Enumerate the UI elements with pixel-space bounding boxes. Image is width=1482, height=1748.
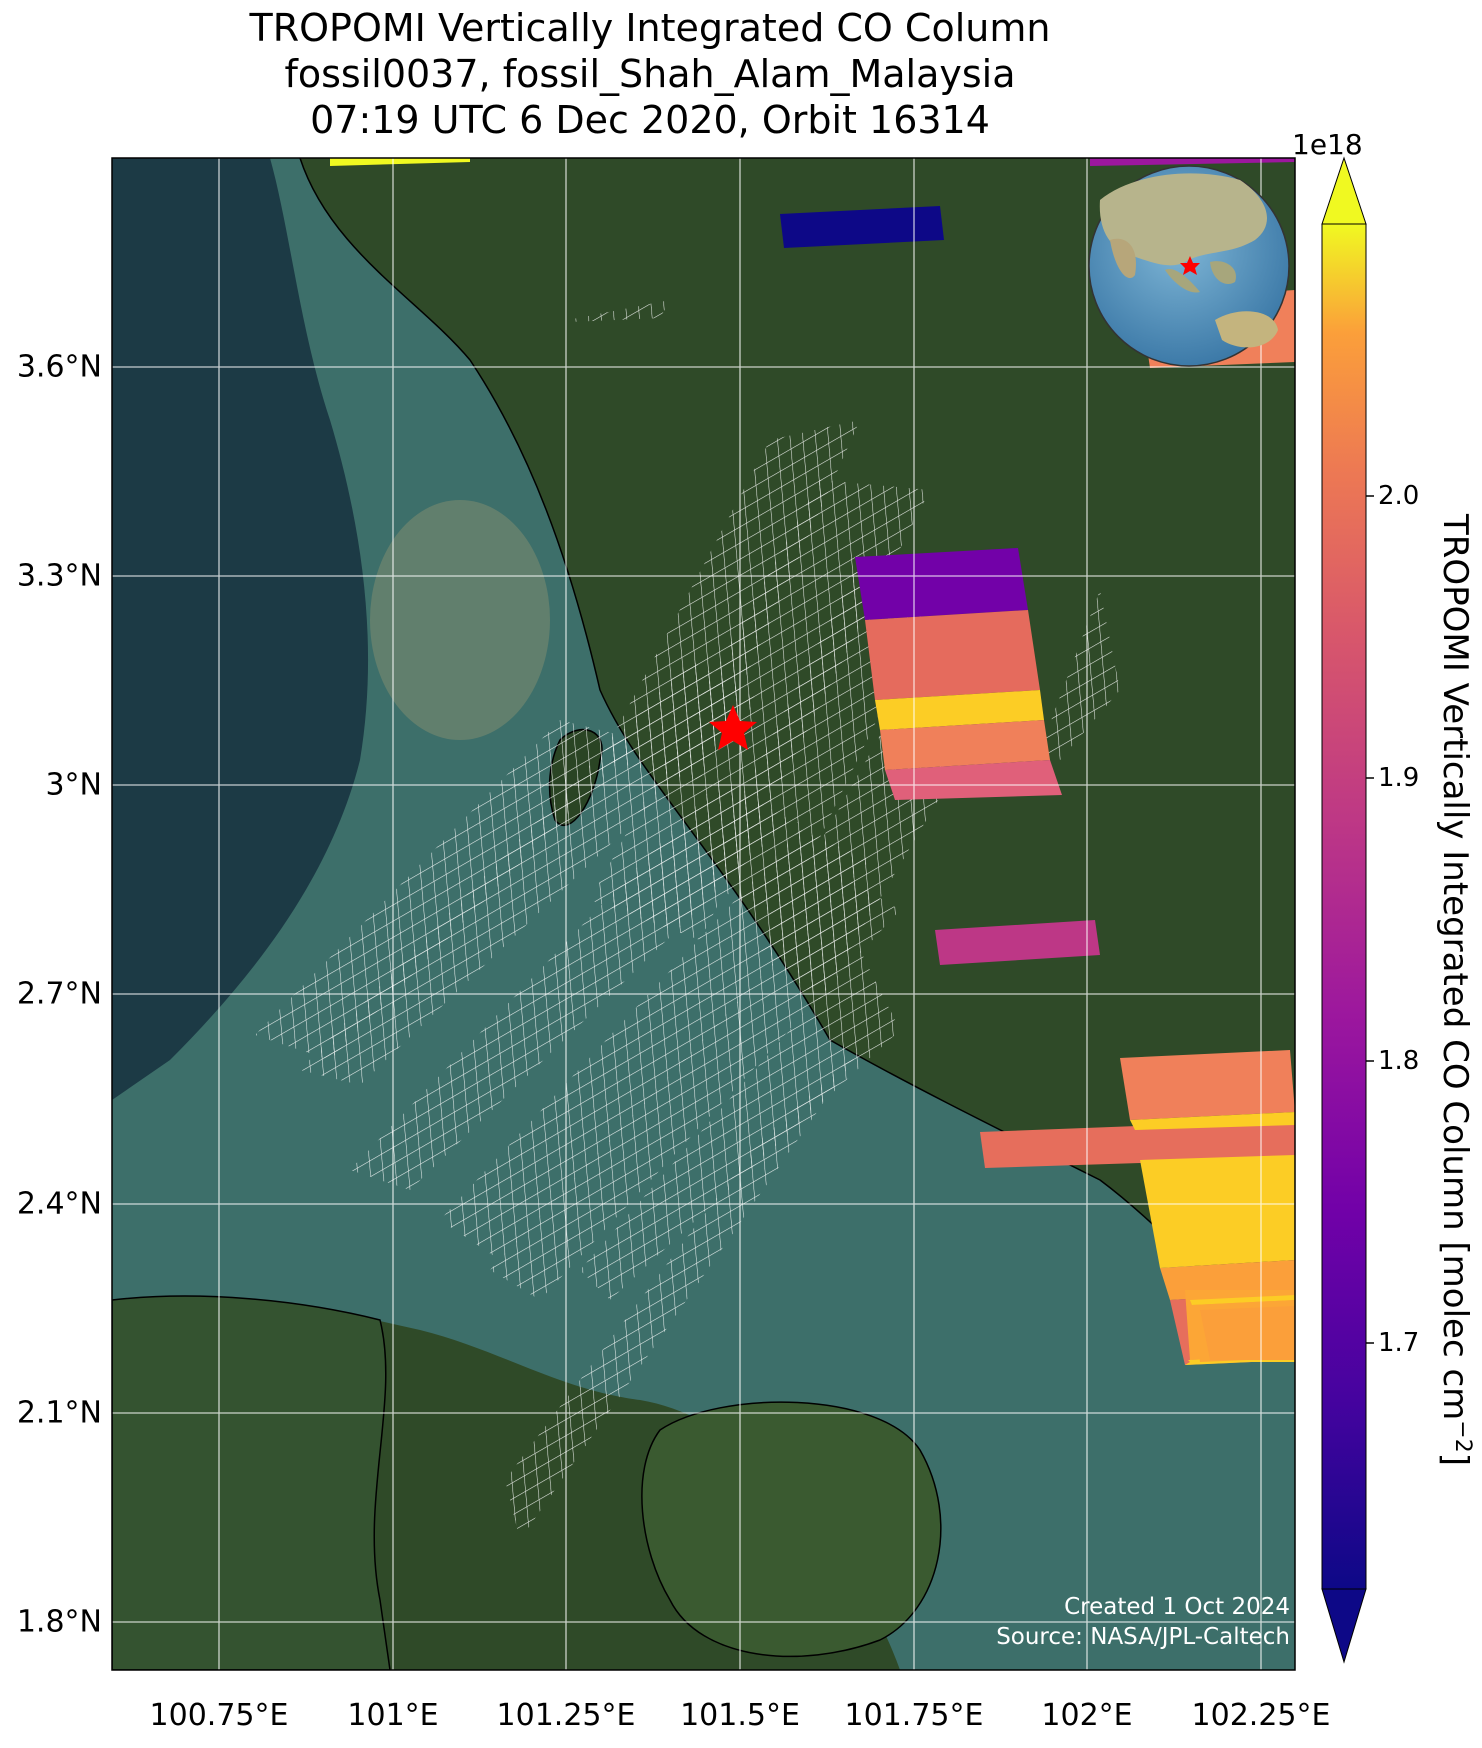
lat-tick-label: 2.1°N xyxy=(16,1395,102,1431)
co-pixel xyxy=(880,720,1050,770)
swath-grid xyxy=(568,300,670,322)
sumatra-coast xyxy=(112,1295,391,1670)
swath-grid xyxy=(600,420,860,780)
credit-created: Created 1 Oct 2024 xyxy=(1064,1594,1290,1620)
swath-grid xyxy=(440,830,870,1260)
map-frame xyxy=(111,157,1296,1671)
globe-india xyxy=(1110,238,1136,279)
colorbar-extend-bottom xyxy=(1321,1588,1367,1664)
colorbar-extend-top xyxy=(1321,156,1367,225)
title-line-1: TROPOMI Vertically Integrated CO Column xyxy=(249,6,1051,50)
colorbar-axis-label: TROPOMI Vertically Integrated CO Column … xyxy=(1434,514,1476,1466)
lat-tick-label: 3.3°N xyxy=(16,558,102,594)
co-pixel xyxy=(935,920,1100,965)
swath-grid xyxy=(505,1050,860,1540)
co-pixel xyxy=(865,610,1040,700)
globe-australia xyxy=(1215,311,1278,348)
title-line-2: fossil0037, fossil_Shah_Alam_Malaysia xyxy=(284,52,1016,96)
map-area xyxy=(112,158,1295,1670)
lon-tick-label: 101.5°E xyxy=(680,1698,800,1733)
lon-tick-label: 102°E xyxy=(1041,1698,1133,1733)
lat-tick-label: 2.7°N xyxy=(16,976,102,1012)
colorbar-tick-label: 2.0 xyxy=(1378,481,1420,511)
site-star-marker xyxy=(709,705,757,750)
co-pixel xyxy=(980,1120,1295,1168)
shoal xyxy=(370,500,550,740)
rupat-island xyxy=(641,1401,942,1658)
swath-grid xyxy=(255,720,640,1060)
lon-tick-label: 101.25°E xyxy=(496,1698,636,1733)
globe-site-star xyxy=(1180,256,1200,275)
colorbar-tick-label: 1.7 xyxy=(1378,1328,1420,1358)
swath-grid xyxy=(490,880,900,1300)
co-pixel xyxy=(780,206,944,248)
lon-tick-label: 101°E xyxy=(347,1698,439,1733)
inset-globe xyxy=(1088,165,1290,367)
colorbar xyxy=(1321,156,1374,1664)
deep-water xyxy=(112,158,369,1100)
credit-source: Source: NASA/JPL-Caltech xyxy=(996,1624,1290,1650)
title-line-3: 07:19 UTC 6 Dec 2020, Orbit 16314 xyxy=(310,98,990,142)
co-pixel xyxy=(1200,1306,1295,1360)
graticule xyxy=(112,158,1295,1670)
co-pixel xyxy=(1140,1155,1295,1268)
globe-borneo xyxy=(1210,261,1236,284)
co-pixel xyxy=(1190,1295,1295,1305)
co-pixel xyxy=(1120,1050,1295,1120)
co-pixel xyxy=(330,158,470,166)
co-pixel xyxy=(885,760,1062,800)
lat-tick-label: 1.8°N xyxy=(16,1604,102,1640)
co-pixel xyxy=(1130,1112,1295,1130)
lon-tick-label: 100.75°E xyxy=(149,1698,289,1733)
lat-tick-label: 3.6°N xyxy=(16,349,102,385)
lat-tick-label: 3°N xyxy=(45,767,102,803)
lon-tick-label: 102.25°E xyxy=(1191,1698,1331,1733)
lat-tick-label: 2.4°N xyxy=(16,1186,102,1222)
globe-sumatra xyxy=(1165,269,1200,293)
globe-asia-landmass xyxy=(1099,173,1267,266)
colorbar-body xyxy=(1321,223,1367,1590)
co-pixel xyxy=(855,548,1028,620)
co-pixel xyxy=(875,690,1044,730)
colorbar-tick-label: 1.9 xyxy=(1378,763,1420,793)
colorbar-tick-label: 1.8 xyxy=(1378,1046,1420,1076)
co-pixel xyxy=(1090,158,1295,166)
lon-tick-label: 101.75°E xyxy=(844,1698,984,1733)
swath-grid xyxy=(1040,590,1120,760)
colorbar-exponent: 1e18 xyxy=(1292,128,1363,161)
